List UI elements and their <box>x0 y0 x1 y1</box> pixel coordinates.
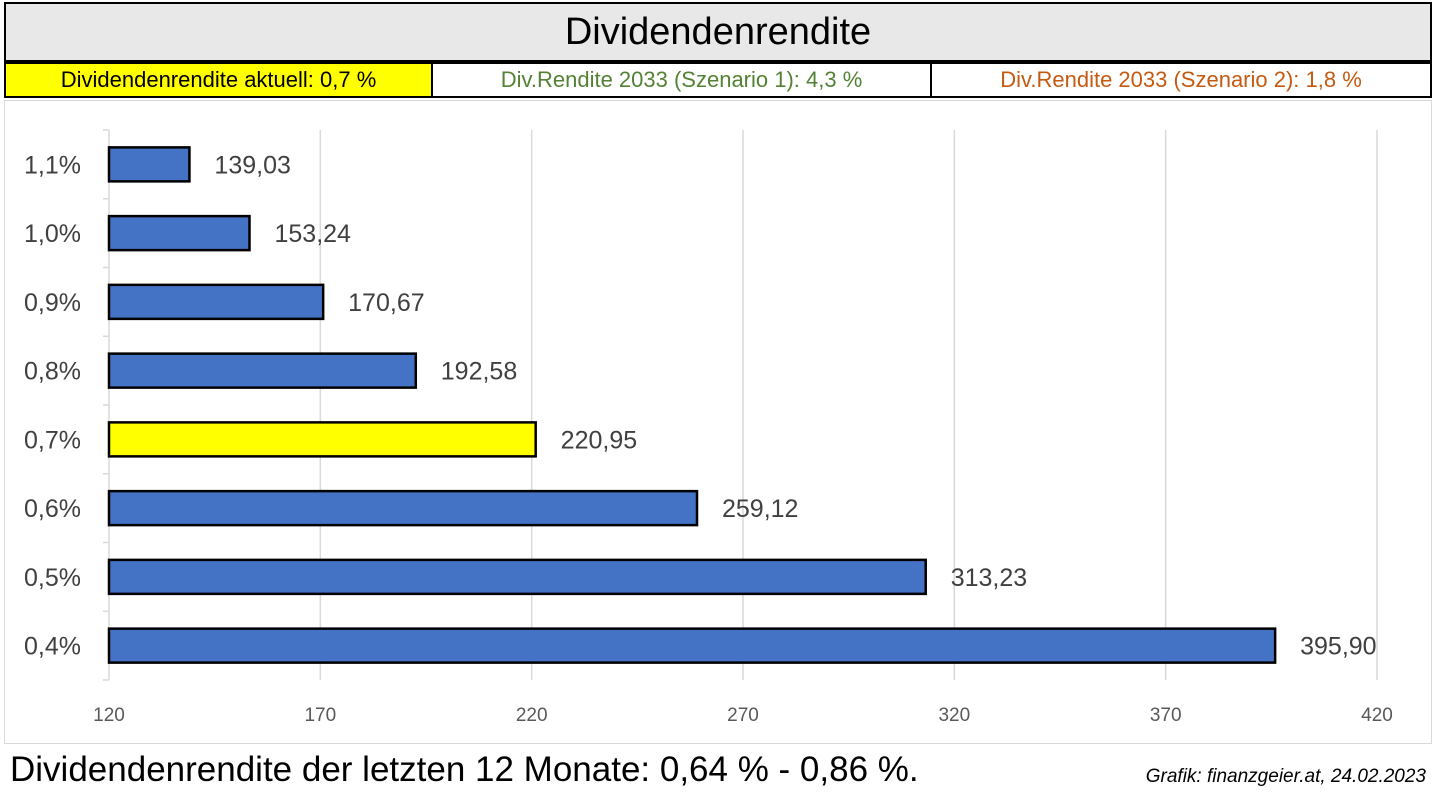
scenario2-label: Div.Rendite 2033 (Szenario 2): 1,8 % <box>932 62 1432 98</box>
x-tick-label: 320 <box>938 705 970 726</box>
footer-credit: Grafik: finanzgeier.at, 24.02.2023 <box>1145 766 1426 787</box>
category-label: 1,0% <box>24 220 81 248</box>
category-label: 0,9% <box>24 289 81 317</box>
chart-area: 120 170 220 270 320 370 420 1,1% 139,03 1,0% 153,2… <box>4 100 1432 744</box>
value-label: 170,67 <box>348 289 424 317</box>
x-tick-label: 220 <box>516 705 548 726</box>
category-label: 0,4% <box>24 633 81 661</box>
current-yield-label: Dividendenrendite aktuell: 0,7 % <box>4 62 433 98</box>
value-label: 313,23 <box>951 564 1027 592</box>
footer-summary: Dividendenrendite der letzten 12 Monate:… <box>10 750 919 789</box>
scenario1-label: Div.Rendite 2033 (Szenario 1): 4,3 % <box>433 62 932 98</box>
category-label: 0,6% <box>24 495 81 523</box>
bar <box>107 283 325 321</box>
x-tick-label: 420 <box>1361 705 1393 726</box>
category-label: 0,8% <box>24 358 81 386</box>
bar <box>107 558 927 596</box>
x-tick-label: 170 <box>304 705 336 726</box>
bar <box>107 489 699 527</box>
x-tick-label: 120 <box>93 705 125 726</box>
category-label: 0,5% <box>24 564 81 592</box>
info-row: Dividendenrendite aktuell: 0,7 % Div.Ren… <box>4 62 1432 98</box>
value-label: 259,12 <box>722 495 798 523</box>
bar <box>107 214 251 252</box>
chart-title: Dividendenrendite <box>4 2 1432 62</box>
bar <box>107 627 1277 664</box>
bar-highlighted <box>107 421 537 458</box>
bar <box>107 146 191 183</box>
value-label: 139,03 <box>214 151 290 179</box>
value-label: 192,58 <box>441 358 517 386</box>
category-label: 0,7% <box>24 426 81 454</box>
bar-chart: 120 170 220 270 320 370 420 1,1% 139,03 1,0% 153,2… <box>24 129 1393 726</box>
value-label: 395,90 <box>1300 633 1376 661</box>
value-label: 153,24 <box>274 220 351 248</box>
category-label: 1,1% <box>24 151 81 179</box>
bar <box>107 352 418 389</box>
value-label: 220,95 <box>561 426 637 454</box>
x-tick-label: 270 <box>727 705 759 726</box>
x-tick-label: 370 <box>1150 705 1182 726</box>
